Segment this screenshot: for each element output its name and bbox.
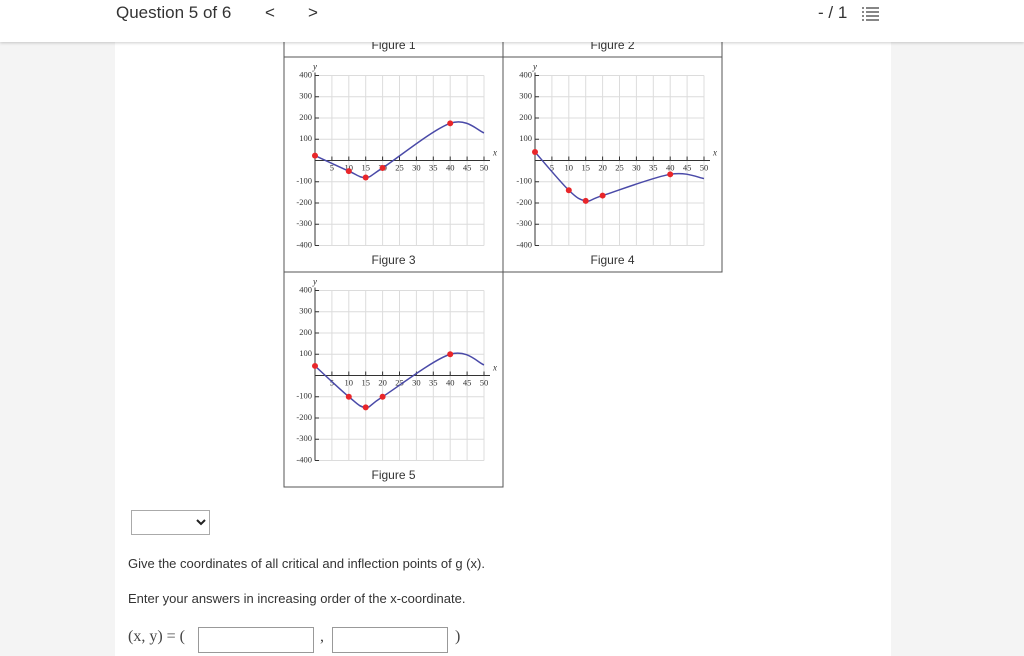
x-tick-label: 30 xyxy=(412,162,421,172)
x-tick-label: 50 xyxy=(480,162,489,172)
y-tick-label: -100 xyxy=(516,176,532,186)
answer-separator: , xyxy=(320,628,324,645)
y-tick-label: 200 xyxy=(519,112,532,122)
y-tick-label: 100 xyxy=(299,133,312,143)
question-title: Question 5 of 6 xyxy=(116,3,232,22)
y-tick-label: -400 xyxy=(296,454,312,464)
answer-label: (x, y) = ( xyxy=(128,628,186,645)
point xyxy=(362,174,369,181)
point xyxy=(345,168,352,175)
x-tick-label: 25 xyxy=(615,162,624,172)
instruction: Enter your answers in increasing order o… xyxy=(128,591,466,606)
x-tick-label: 35 xyxy=(429,162,438,172)
point xyxy=(362,404,369,411)
x-input[interactable] xyxy=(198,627,314,653)
x-tick-label: 40 xyxy=(666,162,675,172)
figure-caption: Figure 3 xyxy=(371,253,415,267)
figure-cell xyxy=(502,56,723,273)
x-tick-label: 50 xyxy=(480,377,489,387)
y-tick-label: 100 xyxy=(299,348,312,358)
y-tick-label: -300 xyxy=(296,433,312,443)
prev-button[interactable]: < xyxy=(265,3,275,22)
x-tick-label: 35 xyxy=(429,377,438,387)
y-tick-label: -300 xyxy=(296,218,312,228)
x-tick-label: 15 xyxy=(361,162,370,172)
x-tick-label: 5 xyxy=(330,162,334,172)
y-tick-label: -200 xyxy=(296,197,312,207)
x-tick-label: 30 xyxy=(632,162,641,172)
x-tick-label: 10 xyxy=(345,162,354,172)
dropdown[interactable] xyxy=(131,510,210,535)
point xyxy=(599,192,606,199)
y-axis-label: y xyxy=(312,277,317,287)
y-tick-label: -200 xyxy=(516,197,532,207)
x-tick-label: 50 xyxy=(700,162,709,172)
point xyxy=(379,393,386,400)
x-tick-label: 40 xyxy=(446,162,455,172)
y-tick-label: -400 xyxy=(296,239,312,249)
y-tick-label: 300 xyxy=(519,91,532,101)
point xyxy=(667,171,674,178)
answer-close: ) xyxy=(455,628,461,645)
x-tick-label: 15 xyxy=(581,162,590,172)
point xyxy=(447,120,454,127)
y-tick-label: -100 xyxy=(296,391,312,401)
y-input[interactable] xyxy=(332,627,448,653)
point xyxy=(532,149,538,155)
x-tick-label: 10 xyxy=(345,377,354,387)
dropdown-arrow xyxy=(196,519,206,526)
y-tick-label: 400 xyxy=(519,69,532,79)
point xyxy=(312,362,318,369)
figure-cell xyxy=(283,271,504,488)
point xyxy=(345,393,352,400)
y-tick-label: -100 xyxy=(296,176,312,186)
figure-caption: Figure 4 xyxy=(590,253,634,267)
y-tick-label: 300 xyxy=(299,306,312,316)
y-tick-label: -200 xyxy=(296,412,312,422)
x-tick-label: 45 xyxy=(463,162,472,172)
x-tick-label: 35 xyxy=(649,162,658,172)
x-tick-label: 40 xyxy=(446,377,455,387)
y-axis-label: y xyxy=(312,62,317,72)
y-tick-label: -400 xyxy=(516,239,532,249)
point xyxy=(565,187,572,194)
x-tick-label: 10 xyxy=(565,162,574,172)
x-axis-label: x xyxy=(492,148,497,158)
x-axis-label: x xyxy=(492,363,497,373)
y-tick-label: 200 xyxy=(299,327,312,337)
x-tick-label: 20 xyxy=(598,162,607,172)
x-axis-label: x xyxy=(712,148,717,158)
y-tick-label: 400 xyxy=(299,69,312,79)
x-tick-label: 45 xyxy=(683,162,692,172)
prompt: Give the coordinates of all critical and… xyxy=(128,556,485,571)
x-tick-label: 25 xyxy=(395,162,404,172)
menu-icon[interactable] xyxy=(862,6,880,22)
next-button[interactable]: > xyxy=(308,3,318,22)
point xyxy=(447,351,454,358)
x-tick-label: 5 xyxy=(550,162,554,172)
x-tick-label: 20 xyxy=(378,377,387,387)
point xyxy=(379,164,386,171)
header: Question 5 of 6 < > - / 1 xyxy=(0,0,1024,42)
x-tick-label: 45 xyxy=(463,377,472,387)
score: - / 1 xyxy=(818,3,848,22)
y-tick-label: 200 xyxy=(299,112,312,122)
y-tick-label: 300 xyxy=(299,91,312,101)
x-tick-label: 30 xyxy=(412,377,421,387)
x-tick-label: 15 xyxy=(361,377,370,387)
y-tick-label: -300 xyxy=(516,218,532,228)
x-tick-label: 25 xyxy=(395,377,404,387)
point xyxy=(312,152,318,159)
point xyxy=(582,197,589,204)
y-tick-label: 400 xyxy=(299,284,312,294)
y-tick-label: 100 xyxy=(519,133,532,143)
figure-caption: Figure 5 xyxy=(371,468,415,482)
y-axis-label: y xyxy=(532,62,537,72)
